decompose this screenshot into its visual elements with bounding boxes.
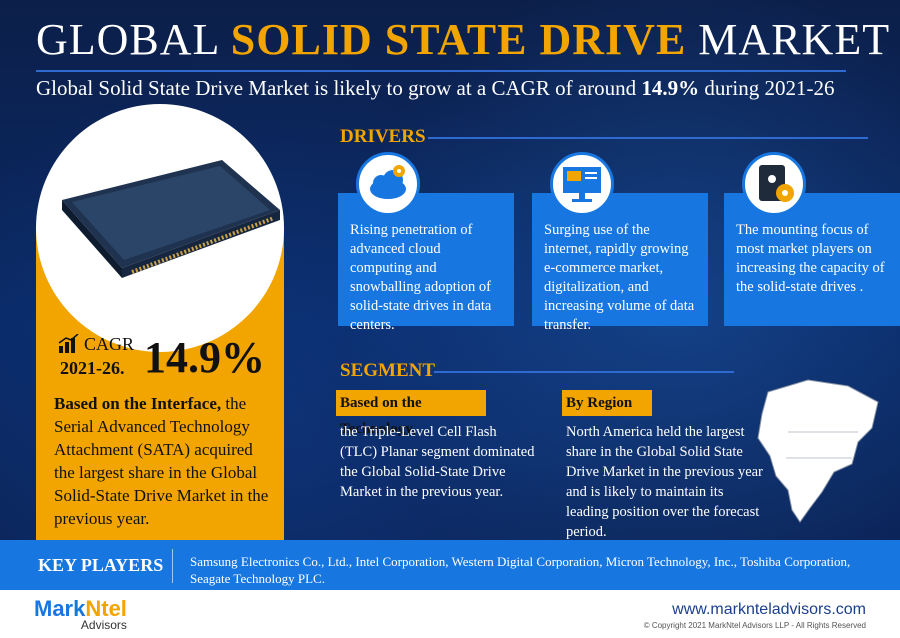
cagr-block: CAGR 2021-26. 14.9% xyxy=(58,333,280,382)
key-players-label: KEY PLAYERS xyxy=(38,555,164,575)
region-text: North America held the largest share in … xyxy=(566,424,763,540)
segment-title: SEGMENT xyxy=(340,360,436,381)
cagr-period: 2021-26. xyxy=(60,358,125,378)
region-label: By Region xyxy=(562,390,652,416)
key-players-separator xyxy=(172,549,173,583)
cloud-gear-icon xyxy=(356,152,420,216)
marknel-logo: MarkNtel Advisors xyxy=(34,596,127,632)
segment-line xyxy=(434,371,734,373)
cagr-value: 14.9% xyxy=(144,333,265,382)
driver-card-1: Rising penetration of advanced cloud com… xyxy=(338,193,514,333)
technology-label: Based on the Technology, xyxy=(336,390,486,437)
ssd-image xyxy=(62,160,280,278)
key-players-bar xyxy=(0,540,900,590)
website-link[interactable]: www.marknteladvisors.com xyxy=(672,601,866,618)
copyright-text: © Copyright 2021 MarkNtel Advisors LLP -… xyxy=(643,621,866,630)
storage-drive-icon xyxy=(742,152,806,216)
drivers-line xyxy=(428,137,868,139)
technology-text: the Triple-Level Cell Flash (TLC) Planar… xyxy=(340,424,535,500)
interface-summary: Based on the Interface, the Serial Advan… xyxy=(54,394,269,528)
driver-card-3: The mounting focus of most market player… xyxy=(724,193,900,326)
ecommerce-monitor-icon xyxy=(550,152,614,216)
page-title: GLOBAL SOLID STATE DRIVE MARKET xyxy=(36,15,891,64)
growth-chart-icon xyxy=(58,334,79,353)
drivers-title: DRIVERS xyxy=(340,126,426,147)
page-subtitle: Global Solid State Drive Market is likel… xyxy=(36,76,835,100)
driver-card-2: Surging use of the internet, rapidly gro… xyxy=(532,193,708,333)
key-players-text: Samsung Electronics Co., Ltd., Intel Cor… xyxy=(190,554,851,586)
cagr-label: CAGR xyxy=(84,334,135,354)
title-divider xyxy=(36,70,846,72)
north-america-map xyxy=(757,379,879,523)
